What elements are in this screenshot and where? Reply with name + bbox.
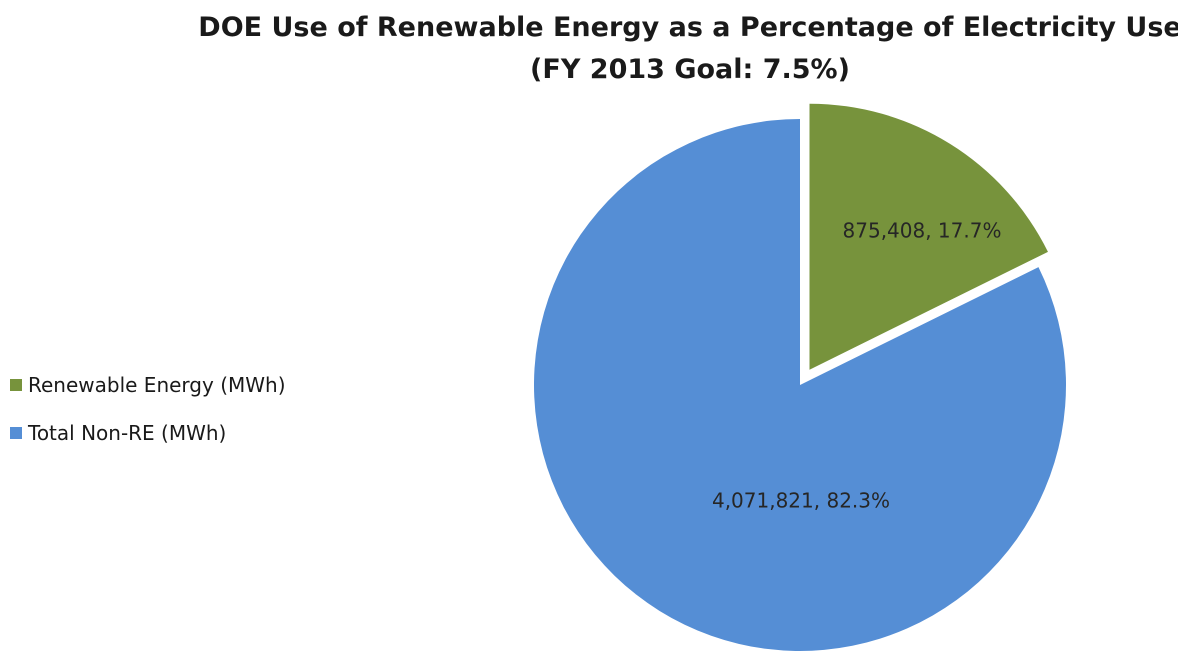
data-label-non-re: 4,071,821, 82.3% [712,489,890,513]
data-label-renewable: 875,408, 17.7% [843,219,1002,243]
legend-item-renewable: Renewable Energy (MWh) [10,370,286,400]
pie-labels: 875,408, 17.7% 4,071,821, 82.3% [712,219,1002,513]
legend-swatch-renewable [10,379,22,391]
pie-slice-non-re [534,119,1066,651]
legend-label-non-re: Total Non-RE (MWh) [28,421,227,445]
pie-slice-renewable [809,103,1048,370]
chart-title-line: DOE Use of Renewable Energy as a Percent… [198,12,1178,43]
legend: Renewable Energy (MWh) Total Non-RE (MWh… [10,370,286,466]
legend-swatch-non-re [10,427,22,439]
chart-subtitle-line: (FY 2013 Goal: 7.5%) [530,54,850,85]
legend-item-non-re: Total Non-RE (MWh) [10,418,286,448]
legend-label-renewable: Renewable Energy (MWh) [28,373,286,397]
pie-slices [534,103,1066,651]
